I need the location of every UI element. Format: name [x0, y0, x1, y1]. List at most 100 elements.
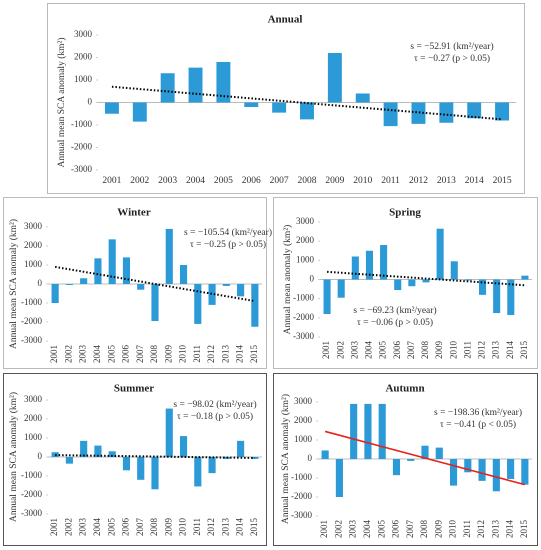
bar	[365, 250, 373, 280]
x-tick-label: 2014	[505, 520, 515, 539]
bar	[378, 403, 386, 459]
annotation: s = −198.36 (km²/year)	[434, 407, 522, 418]
x-tick-label: 2010	[448, 520, 458, 539]
y-axis-label: Annual mean SCA anomaly (km²)	[8, 219, 19, 349]
x-tick-label: 2013	[491, 340, 501, 359]
x-tick-label: 2014	[465, 176, 484, 186]
x-tick-label: 2001	[102, 176, 121, 186]
x-tick-label: 2010	[448, 341, 458, 360]
bar	[507, 459, 515, 479]
bar	[151, 284, 159, 322]
panel	[3, 373, 267, 546]
bar	[179, 265, 188, 284]
bar	[464, 279, 472, 281]
x-tick-label: 2005	[214, 176, 233, 186]
bar	[521, 459, 529, 485]
annotation: s = −52.91 (km²/year)	[410, 41, 493, 52]
bar	[51, 284, 59, 303]
x-tick-label: 2009	[325, 176, 344, 186]
y-tick-label: -2000	[293, 312, 314, 322]
y-tick-label: -2000	[21, 316, 42, 326]
bar	[394, 279, 402, 291]
bar	[80, 278, 88, 284]
x-tick-label: 2003	[78, 345, 88, 364]
bar	[436, 228, 444, 280]
bar	[137, 284, 145, 290]
bar	[392, 459, 401, 476]
bar	[165, 408, 173, 457]
y-tick-label: 2000	[24, 240, 43, 250]
bar	[435, 447, 443, 459]
x-tick-label: 2007	[405, 520, 415, 539]
bar	[492, 459, 500, 492]
bar	[422, 279, 430, 283]
y-tick-label: 0	[38, 278, 43, 288]
x-tick-label: 2010	[178, 345, 188, 364]
y-tick-label: 3000	[24, 221, 43, 231]
x-tick-label: 2013	[220, 345, 230, 364]
bar	[383, 102, 398, 127]
y-tick-label: 1000	[74, 74, 93, 84]
x-tick-label: 2006	[121, 345, 131, 364]
y-tick-label: 0	[310, 274, 315, 284]
bar	[337, 279, 345, 298]
x-tick-label: 2005	[106, 345, 116, 364]
y-tick-label: -1000	[293, 293, 314, 303]
x-tick-label: 2012	[476, 520, 486, 538]
x-tick-label: 2009	[163, 345, 173, 364]
bar	[327, 53, 342, 103]
x-tick-label: 2003	[78, 518, 88, 537]
x-tick-label: 2008	[298, 176, 317, 186]
y-tick-label: 2000	[74, 52, 93, 62]
y-tick-label: 1000	[24, 432, 43, 442]
y-tick-label: 2000	[294, 415, 313, 425]
chart-title: Winter	[117, 207, 151, 219]
bar	[122, 457, 131, 471]
y-tick-label: 3000	[24, 394, 43, 404]
x-tick-label: 2014	[235, 345, 245, 364]
bar	[493, 279, 501, 314]
bar	[421, 445, 429, 459]
bar	[272, 102, 287, 113]
x-tick-label: 2010	[178, 518, 188, 537]
x-tick-label: 2004	[362, 520, 372, 539]
trend-line	[326, 270, 526, 287]
x-tick-label: 2004	[92, 345, 102, 364]
x-tick-label: 2011	[381, 176, 400, 186]
x-tick-label: 2013	[490, 520, 500, 539]
x-tick-label: 2006	[392, 341, 402, 360]
trend-line	[324, 430, 526, 486]
y-tick-label: 3000	[296, 216, 315, 226]
x-tick-label: 2007	[270, 176, 289, 186]
bar	[251, 284, 259, 327]
bar	[507, 279, 515, 315]
bar	[208, 284, 216, 305]
bar	[449, 459, 458, 486]
panel	[47, 3, 525, 194]
x-tick-label: 2004	[92, 518, 102, 537]
bar	[237, 284, 245, 297]
x-tick-label: 2002	[63, 345, 73, 363]
x-tick-label: 2015	[519, 341, 529, 360]
y-tick-label: -2000	[71, 142, 92, 152]
bar	[351, 256, 359, 280]
x-tick-label: 2007	[135, 345, 145, 364]
y-tick-label: -2000	[291, 491, 312, 501]
x-tick-label: 2008	[149, 345, 159, 364]
bar	[80, 440, 88, 457]
chart-title: Summer	[114, 383, 154, 395]
x-tick-label: 2006	[242, 176, 261, 186]
x-tick-label: 2006	[121, 518, 131, 537]
x-tick-label: 2015	[519, 520, 529, 539]
bar	[137, 457, 145, 480]
bar	[364, 403, 372, 459]
bar	[450, 261, 458, 280]
bar	[335, 459, 343, 497]
bar	[478, 459, 486, 481]
annotation: s = −69.23 (km²/year)	[353, 305, 436, 316]
x-tick-label: 2012	[477, 341, 487, 359]
x-tick-label: 2004	[186, 176, 205, 186]
bar	[408, 279, 416, 287]
bar	[411, 102, 426, 124]
bar	[65, 457, 73, 464]
